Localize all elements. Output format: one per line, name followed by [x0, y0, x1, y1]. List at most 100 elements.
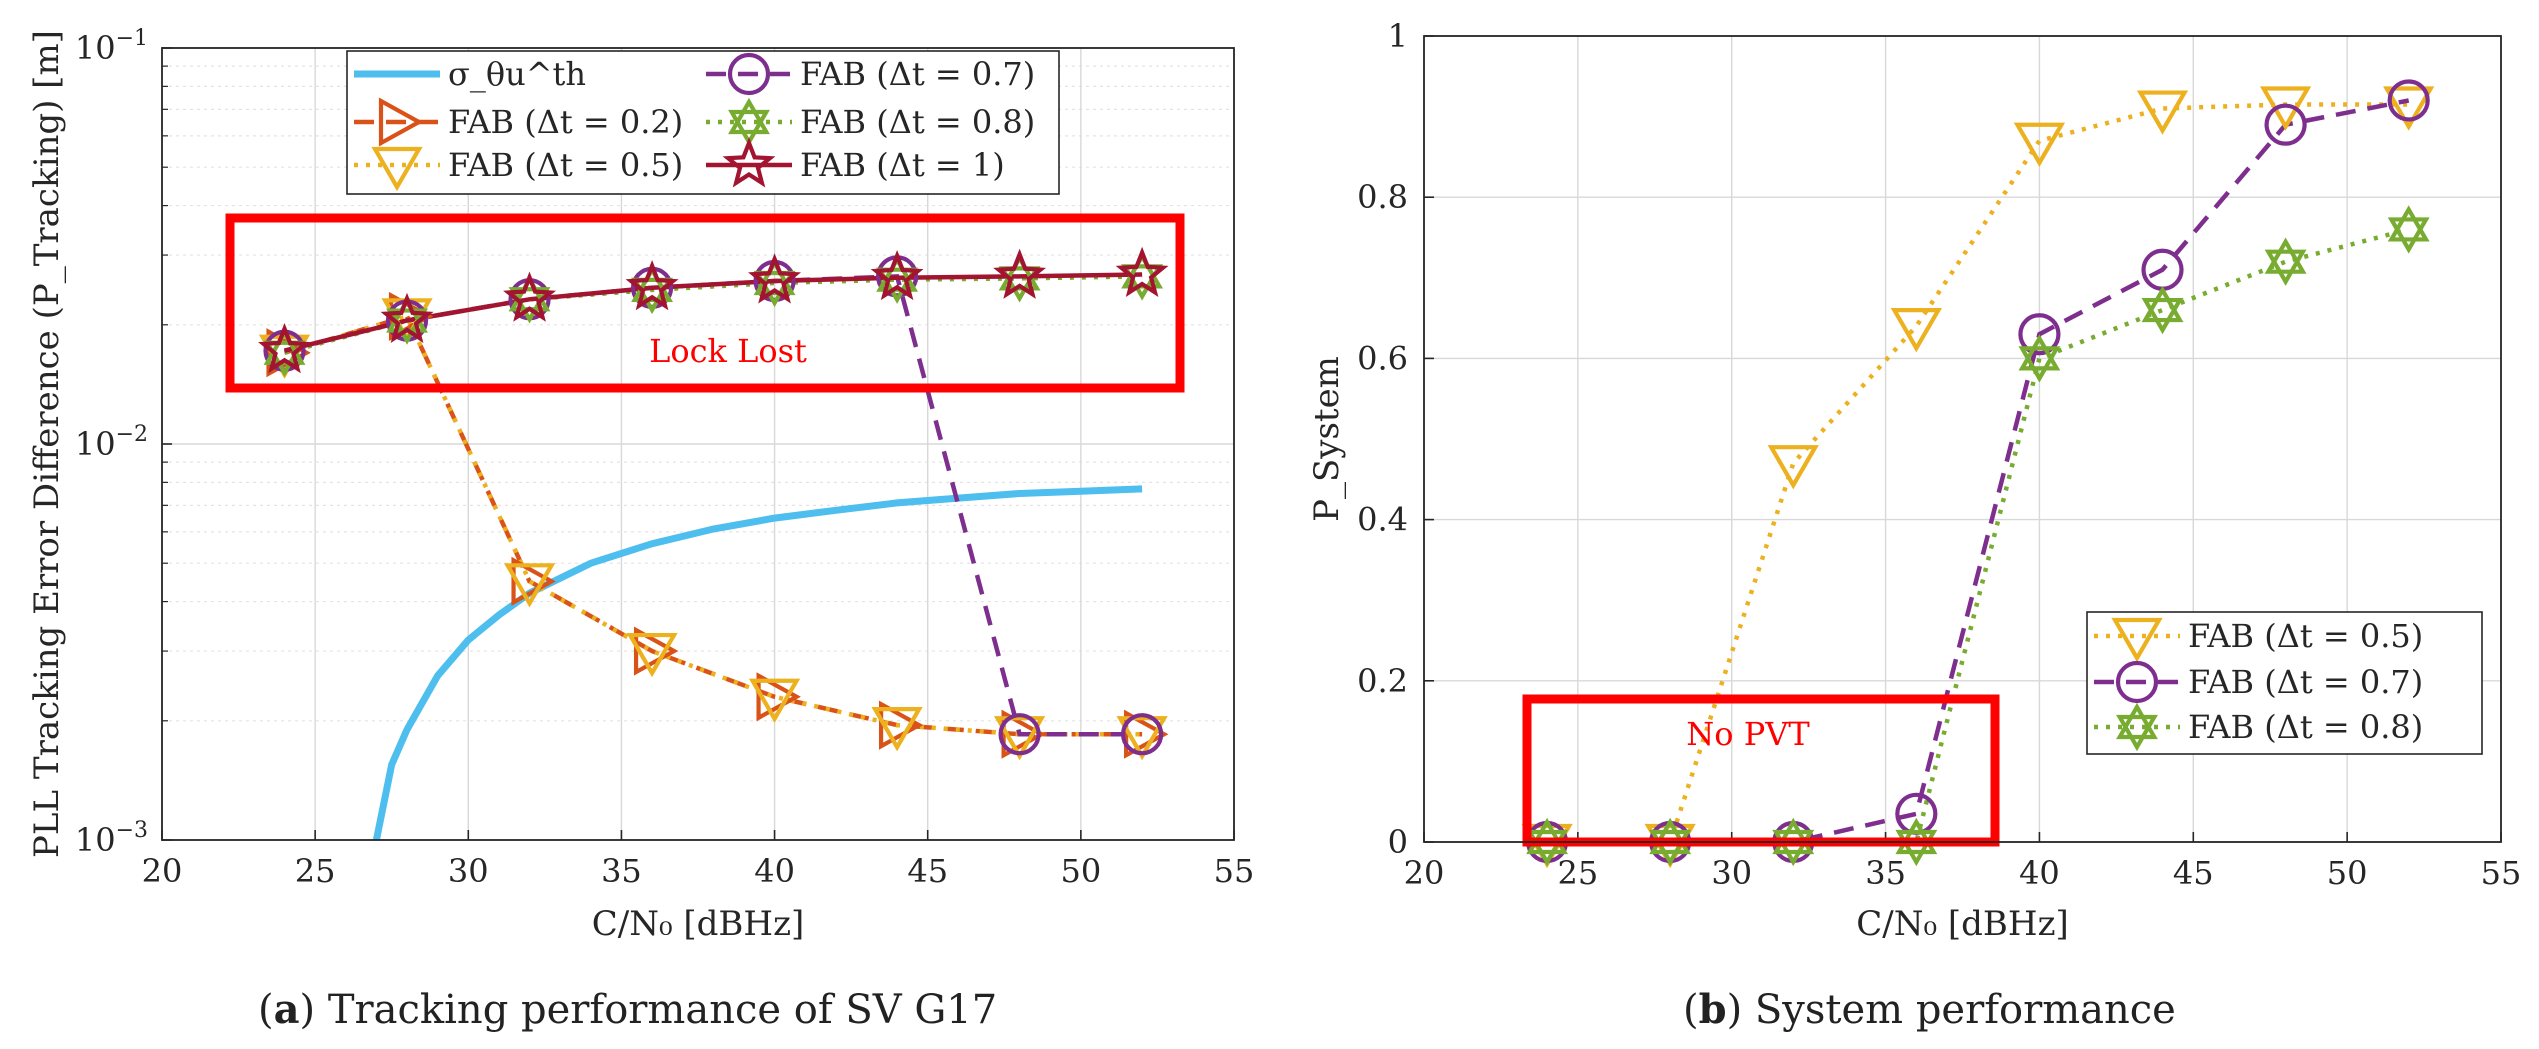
axes-frame — [161, 47, 1235, 841]
legend-box — [346, 50, 1060, 195]
x-tick-label: 45 — [2173, 854, 2214, 892]
x-axis-label: C/N₀ [dBHz] — [592, 904, 805, 944]
legend-entry-0: σ_θu^th — [354, 55, 586, 93]
y-tick-label: 10−2 — [75, 422, 148, 463]
data-point — [2018, 313, 2061, 356]
data-point — [748, 253, 802, 304]
data-point — [1895, 792, 1938, 835]
data-point — [1526, 817, 1569, 867]
data-point — [1767, 445, 1819, 490]
legend-entry-1: FAB (Δt = 0.2) — [354, 97, 683, 147]
data-point — [633, 626, 679, 676]
plot-area — [1521, 79, 2435, 869]
data-point — [998, 713, 1041, 756]
y-tick-label: 1 — [1388, 17, 1408, 55]
lock-lost-label: Lock Lost — [649, 332, 807, 370]
series-line — [283, 313, 1143, 737]
legend-entry-4-marker — [728, 97, 770, 147]
data-point — [2264, 103, 2307, 146]
x-tick-label: 55 — [1214, 852, 1255, 890]
data-point — [871, 707, 923, 752]
legend-entry-2: FAB (Δt = 0.5) — [354, 146, 683, 192]
legend-entry-0-marker — [2111, 617, 2163, 663]
y-tick-label: 0.2 — [1357, 662, 1408, 700]
data-point — [1001, 709, 1046, 759]
data-point — [870, 249, 924, 301]
legend-label: FAB (Δt = 0.8) — [800, 103, 1035, 141]
legend: FAB (Δt = 0.5) FAB (Δt = 0.7) FAB (Δt = 0.… — [2086, 611, 2483, 755]
series-line — [372, 485, 1143, 840]
x-tick-label: 45 — [907, 852, 948, 890]
legend: σ_θu^th FAB (Δt = 0.2) FAB (Δt = 0.5) FAB (… — [346, 50, 1060, 195]
legend-label: FAB (Δt = 0.5) — [448, 146, 683, 184]
legend-entry-1: FAB (Δt = 0.7) — [2094, 660, 2423, 704]
legend-entry-3-marker — [727, 52, 771, 96]
legend-label: FAB (Δt = 1) — [800, 146, 1005, 184]
legend-label: FAB (Δt = 0.2) — [448, 103, 683, 141]
data-point — [1890, 308, 1942, 353]
x-tick-label: 50 — [1060, 852, 1101, 890]
x-tick-label: 40 — [2019, 854, 2060, 892]
legend-entry-2-marker — [371, 146, 423, 192]
data-point — [993, 716, 1046, 761]
caption-b-text: ) System performance — [1727, 987, 2176, 1033]
no-pvt-label: No PVT — [1686, 715, 1810, 753]
legend-label: FAB (Δt = 0.7) — [2188, 663, 2423, 701]
y-tick-label: 0.6 — [1357, 339, 1408, 377]
data-point — [2387, 79, 2430, 122]
series-0 — [372, 485, 1143, 840]
series-markers-5 — [258, 246, 1169, 374]
caption-b-letter: b — [1699, 986, 1727, 1033]
data-point — [511, 556, 556, 606]
data-point — [1895, 817, 1938, 867]
legend-label: FAB (Δt = 0.8) — [2188, 708, 2423, 746]
data-point — [878, 700, 924, 750]
y-tick-label: 0.8 — [1357, 178, 1408, 216]
x-tick-label: 55 — [2481, 854, 2522, 892]
x-tick-label: 20 — [142, 852, 183, 890]
legend-entry-4: FAB (Δt = 0.8) — [706, 97, 1035, 147]
x-tick-label: 50 — [2327, 854, 2368, 892]
series-line — [1547, 102, 2409, 845]
legend-label: FAB (Δt = 0.7) — [800, 55, 1035, 93]
data-point — [503, 563, 556, 608]
data-point — [756, 672, 801, 722]
y-tick-label: 10−3 — [75, 818, 148, 859]
x-axis-label: C/N₀ [dBHz] — [1856, 904, 2069, 944]
y-tick-label: 0 — [1388, 823, 1408, 861]
legend-entry-2: FAB (Δt = 0.8) — [2094, 702, 2423, 752]
data-point — [1124, 709, 1169, 759]
y-tick-label: 10−1 — [75, 26, 148, 67]
legend-entry-1-marker — [2115, 660, 2159, 704]
tracking-chart: 20 25 30 35 40 45 50 55 10−3 10−2 10−1 C/N₀ [dBHz] P… — [27, 26, 1254, 944]
series-0 — [1547, 102, 2409, 845]
system-chart: 20 25 30 35 40 45 50 55 0 0.2 0.4 0.6 0.8 1 C/N₀ [dBHz… — [1307, 17, 2521, 944]
data-point — [1116, 716, 1168, 761]
x-tick-label: 35 — [601, 852, 642, 890]
legend-entry-1-marker — [378, 97, 424, 147]
data-point — [2141, 285, 2184, 335]
series-markers-2 — [1526, 205, 2430, 867]
data-point — [258, 322, 311, 374]
data-point — [625, 259, 679, 311]
y-axis-label: PLL Tracking Error Difference (P_Trackin… — [27, 30, 67, 858]
x-tick-label: 40 — [754, 852, 795, 890]
x-tick-label: 25 — [295, 852, 336, 890]
legend-label: FAB (Δt = 0.5) — [2188, 617, 2423, 655]
x-tick-label: 25 — [1557, 854, 1598, 892]
data-point — [748, 678, 801, 723]
lock-lost-box — [225, 213, 1185, 393]
series-2 — [283, 313, 1143, 737]
axes-frame — [1423, 35, 2502, 843]
data-point — [1772, 817, 1815, 867]
data-point — [2383, 86, 2435, 131]
caption-a-text: ) Tracking performance of SV G17 — [300, 987, 998, 1033]
data-point — [2136, 90, 2189, 135]
data-point — [626, 632, 678, 678]
legend-entry-2-marker — [2116, 702, 2158, 752]
caption-a: (a) Tracking performance of SV G17 — [258, 986, 997, 1033]
legend-entry-5-marker — [722, 137, 776, 188]
data-point — [503, 271, 557, 322]
legend-entry-0: FAB (Δt = 0.5) — [2094, 617, 2423, 663]
data-point — [2387, 205, 2430, 254]
